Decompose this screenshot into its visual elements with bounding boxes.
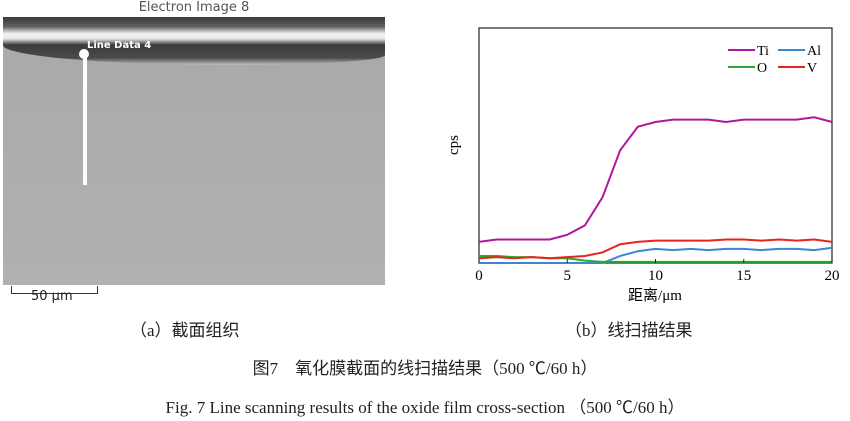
sem-panel: Electron Image 8 Line Data 4 50 µm xyxy=(3,0,385,304)
oxide-layer xyxy=(3,17,385,65)
scan-line xyxy=(83,53,87,185)
line-scan-chart: 0 5 10 15 20 cps 距离/μm Ti Al O V xyxy=(446,27,840,304)
scale-bar xyxy=(11,286,98,294)
x-tick-label: 20 xyxy=(825,268,840,284)
series-ti-line xyxy=(478,116,833,243)
x-axis-label: 距离/μm xyxy=(628,287,682,304)
legend-label-al: Al xyxy=(807,44,821,59)
legend-label-o: O xyxy=(757,61,767,76)
sem-title: Electron Image 8 xyxy=(138,0,250,15)
series-al-line xyxy=(479,246,833,264)
legend: Ti Al O V xyxy=(728,44,821,76)
scan-start-marker xyxy=(79,49,89,59)
caption-a: （a）截面组织 xyxy=(130,321,240,340)
caption-b: （b）线扫描结果 xyxy=(565,321,693,340)
x-tick-label: 5 xyxy=(564,268,572,284)
x-tick-label: 0 xyxy=(475,268,483,284)
line-data-label: Line Data 4 xyxy=(87,40,152,51)
scale-bar-label: 50 µm xyxy=(31,289,73,304)
y-axis-label: cps xyxy=(446,135,462,155)
x-tick-label: 10 xyxy=(648,268,663,284)
figure-caption-en: Fig. 7 Line scanning results of the oxid… xyxy=(165,398,685,417)
plot-frame xyxy=(478,27,833,264)
series-v-line xyxy=(478,238,833,260)
legend-label-v: V xyxy=(807,61,817,76)
sem-image: Line Data 4 xyxy=(3,17,385,285)
legend-label-ti: Ti xyxy=(757,44,769,59)
x-tick-label: 15 xyxy=(736,268,751,284)
figure-caption-cn: 图7 氧化膜截面的线扫描结果（500 ℃/60 h） xyxy=(252,359,598,378)
